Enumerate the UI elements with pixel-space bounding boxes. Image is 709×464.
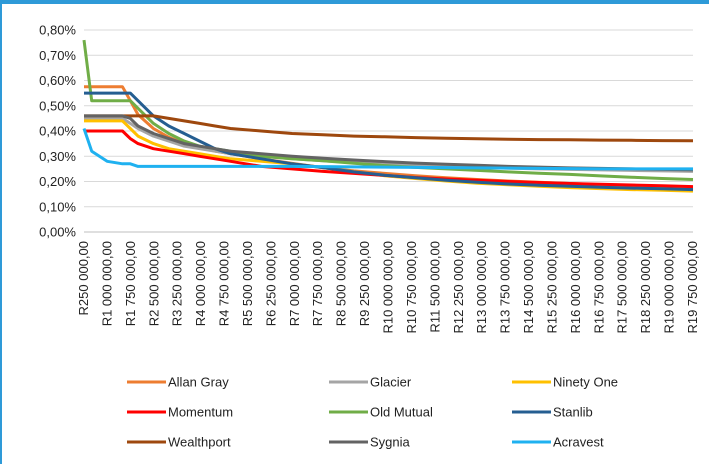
legend-label: Old Mutual <box>370 405 433 420</box>
legend-label: Wealthport <box>168 435 231 450</box>
x-tick-label: R15 250 000,00 <box>544 241 559 334</box>
x-tick-label: R13 750 000,00 <box>498 241 513 334</box>
x-tick-label: R13 000 000,00 <box>474 241 489 334</box>
x-tick-label: R250 000,00 <box>76 241 91 315</box>
x-tick-label: R1 750 000,00 <box>123 241 138 326</box>
y-tick-label: 0,20% <box>39 174 76 189</box>
x-tick-label: R2 500 000,00 <box>146 241 161 326</box>
y-tick-label: 0,60% <box>39 73 76 88</box>
series-line-wealthport <box>84 114 694 143</box>
x-tick-label: R6 250 000,00 <box>263 241 278 326</box>
x-tick-label: R10 750 000,00 <box>404 241 419 334</box>
x-tick-label: R11 500 000,00 <box>427 241 442 333</box>
y-tick-label: 0,30% <box>39 149 76 164</box>
x-tick-label: R3 250 000,00 <box>170 241 185 326</box>
x-tick-label: R9 250 000,00 <box>357 241 372 326</box>
x-tick-label: R16 000 000,00 <box>568 241 583 334</box>
series-line-old-mutual <box>82 39 694 181</box>
x-tick-label: R19 750 000,00 <box>685 241 700 334</box>
top-border <box>0 0 709 4</box>
left-border <box>0 0 2 464</box>
y-tick-label: 0,80% <box>39 23 76 38</box>
x-tick-label: R16 750 000,00 <box>591 241 606 334</box>
x-tick-label: R8 500 000,00 <box>334 241 349 326</box>
x-tick-label: R17 500 000,00 <box>615 241 630 334</box>
x-tick-label: R7 750 000,00 <box>310 241 325 326</box>
x-tick-label: R5 500 000,00 <box>240 241 255 326</box>
y-tick-label: 0,40% <box>39 124 76 139</box>
legend-label: Stanlib <box>553 405 593 420</box>
x-tick-label: R14 500 000,00 <box>521 241 536 334</box>
series-line-momentum <box>84 129 694 189</box>
series-line-stanlib <box>84 91 694 192</box>
x-tick-label: R18 250 000,00 <box>638 241 653 334</box>
legend-label: Momentum <box>168 405 233 420</box>
legend-label: Ninety One <box>553 375 618 390</box>
y-tick-label: 0,00% <box>39 225 76 240</box>
x-tick-label: R10 000 000,00 <box>381 241 396 334</box>
series-line-glacier <box>84 116 694 173</box>
legend-label: Sygnia <box>370 435 411 450</box>
y-tick-label: 0,10% <box>39 199 76 214</box>
x-tick-label: R4 000 000,00 <box>193 241 208 326</box>
legend-label: Allan Gray <box>168 375 229 390</box>
y-tick-label: 0,70% <box>39 48 76 63</box>
x-tick-label: R1 000 000,00 <box>99 241 114 326</box>
legend-label: Acravest <box>553 435 604 450</box>
x-tick-label: R12 250 000,00 <box>451 241 466 334</box>
x-tick-label: R19 000 000,00 <box>662 241 677 334</box>
legend-label: Glacier <box>370 375 412 390</box>
x-tick-label: R4 750 000,00 <box>217 241 232 326</box>
series-line-acravest <box>82 128 693 171</box>
x-tick-label: R7 000 000,00 <box>287 241 302 326</box>
y-tick-label: 0,50% <box>39 98 76 113</box>
